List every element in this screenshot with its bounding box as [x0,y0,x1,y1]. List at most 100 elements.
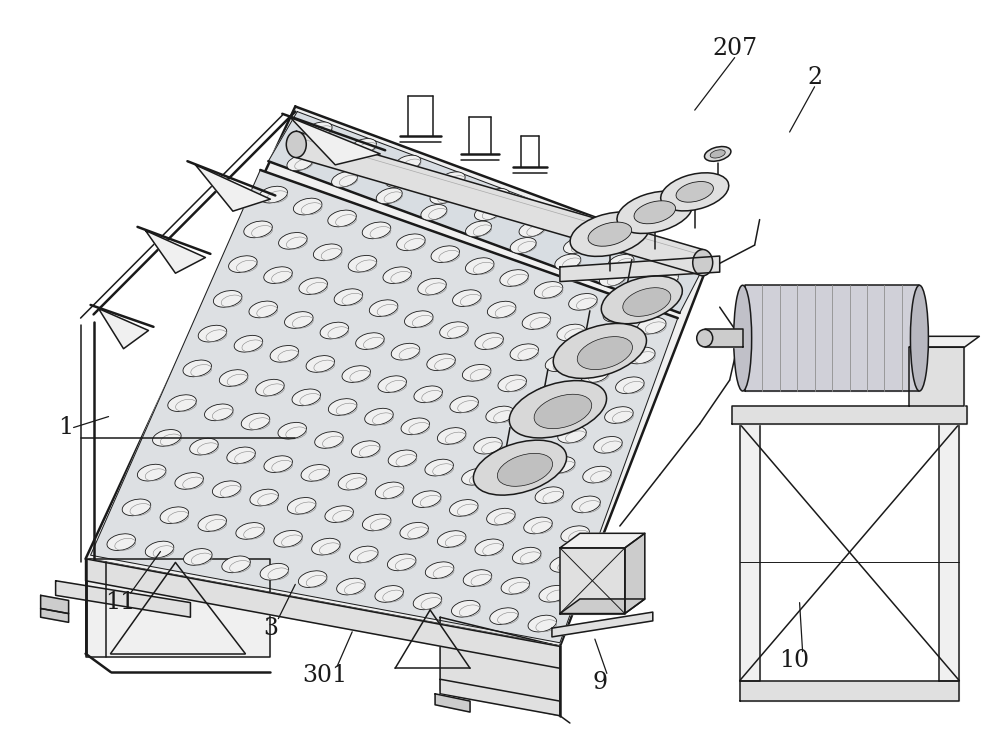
Ellipse shape [351,441,380,458]
Ellipse shape [306,122,332,137]
Polygon shape [560,256,720,281]
Ellipse shape [522,416,550,433]
Ellipse shape [375,586,403,602]
Ellipse shape [229,256,257,273]
Ellipse shape [350,139,376,154]
Ellipse shape [425,562,454,578]
Ellipse shape [437,531,466,548]
Ellipse shape [676,181,713,202]
Ellipse shape [334,289,363,306]
Ellipse shape [320,322,349,339]
Ellipse shape [653,271,679,287]
Ellipse shape [627,347,655,364]
Ellipse shape [465,258,494,274]
Ellipse shape [490,607,518,624]
Polygon shape [41,608,69,622]
Polygon shape [560,548,625,613]
Ellipse shape [315,431,343,448]
Ellipse shape [644,287,670,303]
Polygon shape [435,694,470,712]
Ellipse shape [270,346,299,362]
Ellipse shape [661,173,729,211]
Ellipse shape [264,456,292,472]
Ellipse shape [298,571,327,588]
Ellipse shape [259,186,288,203]
Ellipse shape [577,336,632,370]
Ellipse shape [512,548,541,564]
Polygon shape [91,170,678,643]
Ellipse shape [509,381,607,438]
Ellipse shape [497,453,553,486]
Polygon shape [625,534,645,613]
Ellipse shape [401,418,430,435]
Ellipse shape [414,386,442,403]
Polygon shape [552,612,653,637]
Polygon shape [745,285,919,391]
Polygon shape [86,558,270,657]
Ellipse shape [287,155,313,171]
Ellipse shape [557,325,585,341]
Ellipse shape [693,249,713,276]
Ellipse shape [617,191,693,233]
Ellipse shape [437,428,466,444]
Ellipse shape [306,355,335,372]
Polygon shape [195,165,270,211]
Ellipse shape [605,406,633,423]
Ellipse shape [286,132,306,158]
Ellipse shape [145,541,174,558]
Ellipse shape [274,531,302,547]
Ellipse shape [227,447,255,463]
Polygon shape [939,424,959,681]
Ellipse shape [293,198,322,215]
Polygon shape [440,679,560,716]
Ellipse shape [285,311,313,328]
Polygon shape [99,308,148,349]
Polygon shape [732,406,967,424]
Ellipse shape [425,459,453,476]
Ellipse shape [198,325,227,342]
Ellipse shape [661,255,687,270]
Polygon shape [560,599,645,613]
Ellipse shape [510,447,539,463]
Text: 1: 1 [58,416,73,439]
Polygon shape [705,330,743,347]
Ellipse shape [418,279,446,295]
Ellipse shape [222,556,250,572]
Ellipse shape [175,472,203,489]
Ellipse shape [313,244,342,261]
Ellipse shape [710,150,725,158]
Ellipse shape [312,538,340,555]
Ellipse shape [539,586,568,602]
Ellipse shape [391,344,420,360]
Ellipse shape [616,377,644,393]
Ellipse shape [580,366,609,382]
Ellipse shape [569,294,597,310]
Ellipse shape [564,238,590,254]
Ellipse shape [533,385,562,402]
Ellipse shape [348,255,377,272]
Ellipse shape [264,267,292,284]
Ellipse shape [704,146,731,162]
Ellipse shape [205,404,233,420]
Ellipse shape [278,423,307,439]
Polygon shape [86,107,710,646]
Ellipse shape [487,301,516,318]
Ellipse shape [569,396,598,413]
Ellipse shape [378,376,407,393]
Ellipse shape [153,430,181,446]
Ellipse shape [588,222,632,246]
Ellipse shape [475,539,503,556]
Ellipse shape [388,450,417,466]
Text: 9: 9 [592,671,607,694]
Ellipse shape [734,285,752,391]
Ellipse shape [440,322,468,338]
Ellipse shape [387,554,416,571]
Ellipse shape [553,323,646,379]
Ellipse shape [376,188,402,204]
Ellipse shape [219,370,248,387]
Text: 207: 207 [712,37,757,60]
Ellipse shape [198,515,227,531]
Ellipse shape [486,406,514,423]
Ellipse shape [594,436,622,453]
Ellipse shape [332,172,358,187]
